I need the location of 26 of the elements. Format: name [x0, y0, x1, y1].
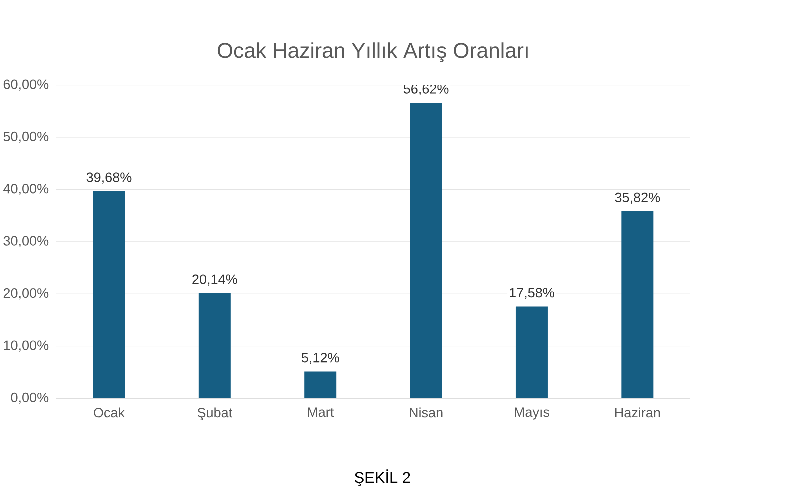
y-tick-label: 50,00%	[4, 132, 49, 144]
data-label: 35,82%	[615, 193, 660, 204]
x-tick-label: Ocak	[94, 408, 126, 418]
bar	[410, 103, 442, 399]
x-tick-label: Nisan	[410, 408, 443, 418]
bar	[516, 306, 548, 399]
y-tick-label: 10,00%	[4, 340, 49, 352]
data-label: 39,68%	[86, 172, 132, 184]
x-tick-label: Mart	[308, 408, 334, 418]
x-tick-label: Haziran	[615, 408, 660, 418]
x-tick-label: Şubat	[198, 408, 232, 421]
data-label: 5,12%	[302, 353, 340, 365]
bar	[198, 294, 231, 399]
bar	[93, 192, 126, 399]
x-tick-label: Mayıs	[515, 408, 550, 420]
data-label: 20,14%	[192, 274, 238, 286]
y-tick-label: 20,00%	[4, 288, 49, 300]
y-tick-label: 40,00%	[4, 184, 49, 196]
bar	[622, 212, 654, 399]
y-tick-label: 0,00%	[11, 393, 49, 404]
text: ŞEKİL 2	[354, 470, 410, 487]
chart-title: Ocak Haziran Yıllık Artış Oranları	[218, 42, 528, 63]
y-tick-label: 60,00%	[4, 80, 49, 92]
y-tick-label: 30,00%	[4, 236, 49, 248]
bar	[304, 372, 337, 399]
data-label: 17,58%	[510, 288, 554, 300]
